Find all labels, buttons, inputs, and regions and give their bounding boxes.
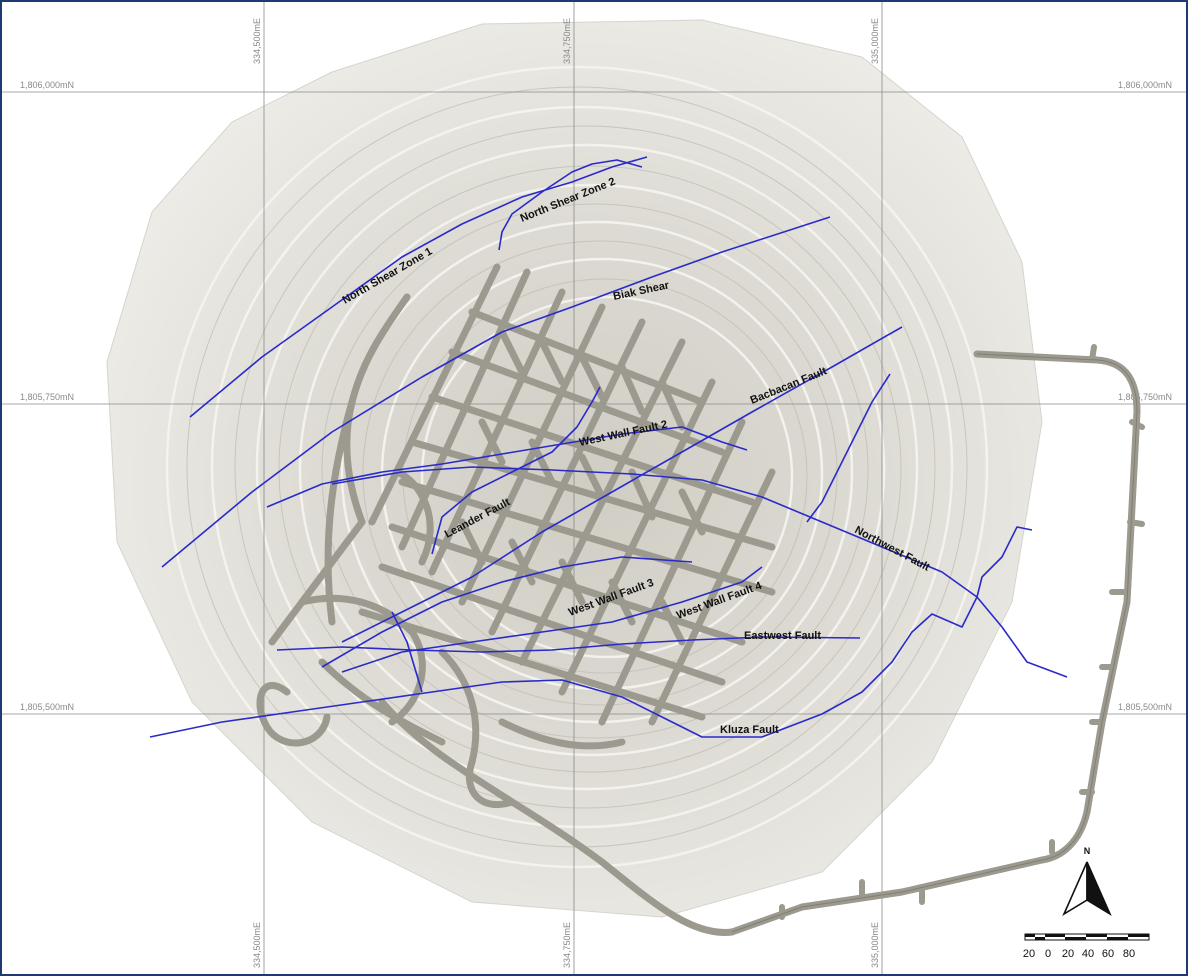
scale-tick-label: 40	[1082, 948, 1094, 960]
scale-bar: 20 0 20 40 60 80	[1023, 933, 1150, 960]
scale-tick-label: 20	[1062, 948, 1074, 960]
pit-benches	[165, 65, 989, 869]
easting-label-bottom: 334,500mE	[252, 922, 262, 968]
southwest-splay-line	[391, 611, 423, 693]
scale-tick-label: 60	[1102, 948, 1114, 960]
eastwest-fault-line	[276, 636, 861, 653]
easting-label-bottom: 334,750mE	[562, 922, 572, 968]
northing-label-left: 1,805,500mN	[20, 702, 74, 712]
bacbacan-fault-line	[341, 326, 903, 643]
fault-label-eastwest-fault: Eastwest Fault	[744, 630, 821, 642]
fault-label-kluza-fault: Kluza Fault	[720, 724, 779, 736]
easting-label-top: 334,750mE	[562, 18, 572, 64]
northwest-fault-line	[331, 466, 1068, 678]
scale-tick-label: 80	[1123, 948, 1135, 960]
north-arrow-left-half	[1062, 861, 1088, 917]
easting-label-top: 334,500mE	[252, 18, 262, 64]
northing-label-right: 1,806,000mN	[1118, 80, 1172, 90]
northing-label-left: 1,805,750mN	[20, 392, 74, 402]
north-shear-zone-1-line	[189, 156, 648, 418]
northing-label-right: 1,805,750mN	[1118, 392, 1172, 402]
northing-label-left: 1,806,000mN	[20, 80, 74, 90]
scale-tick-label: 20	[1023, 948, 1035, 960]
kluza-fault-line	[149, 526, 1033, 738]
leander-fault-line	[431, 386, 601, 555]
easting-label-bottom: 335,000mE	[870, 922, 880, 968]
west-wall-fault-3-line	[321, 556, 693, 668]
easting-label-top: 335,000mE	[870, 18, 880, 64]
biak-shear-line	[161, 216, 831, 568]
scale-tick-label: 0	[1045, 948, 1051, 960]
north-arrow-label: N	[1084, 846, 1091, 856]
fault-lines	[149, 156, 1068, 738]
east-fault-branch-line	[806, 373, 891, 523]
north-shear-zone-2-line	[498, 159, 643, 251]
west-wall-fault-2-line	[266, 426, 748, 508]
northing-label-right: 1,805,500mN	[1118, 702, 1172, 712]
north-arrow: N	[1062, 846, 1112, 917]
north-arrow-right-half	[1086, 861, 1112, 917]
grid-labels: 1,806,000mN 1,806,000mN 1,805,750mN 1,80…	[20, 18, 1172, 968]
